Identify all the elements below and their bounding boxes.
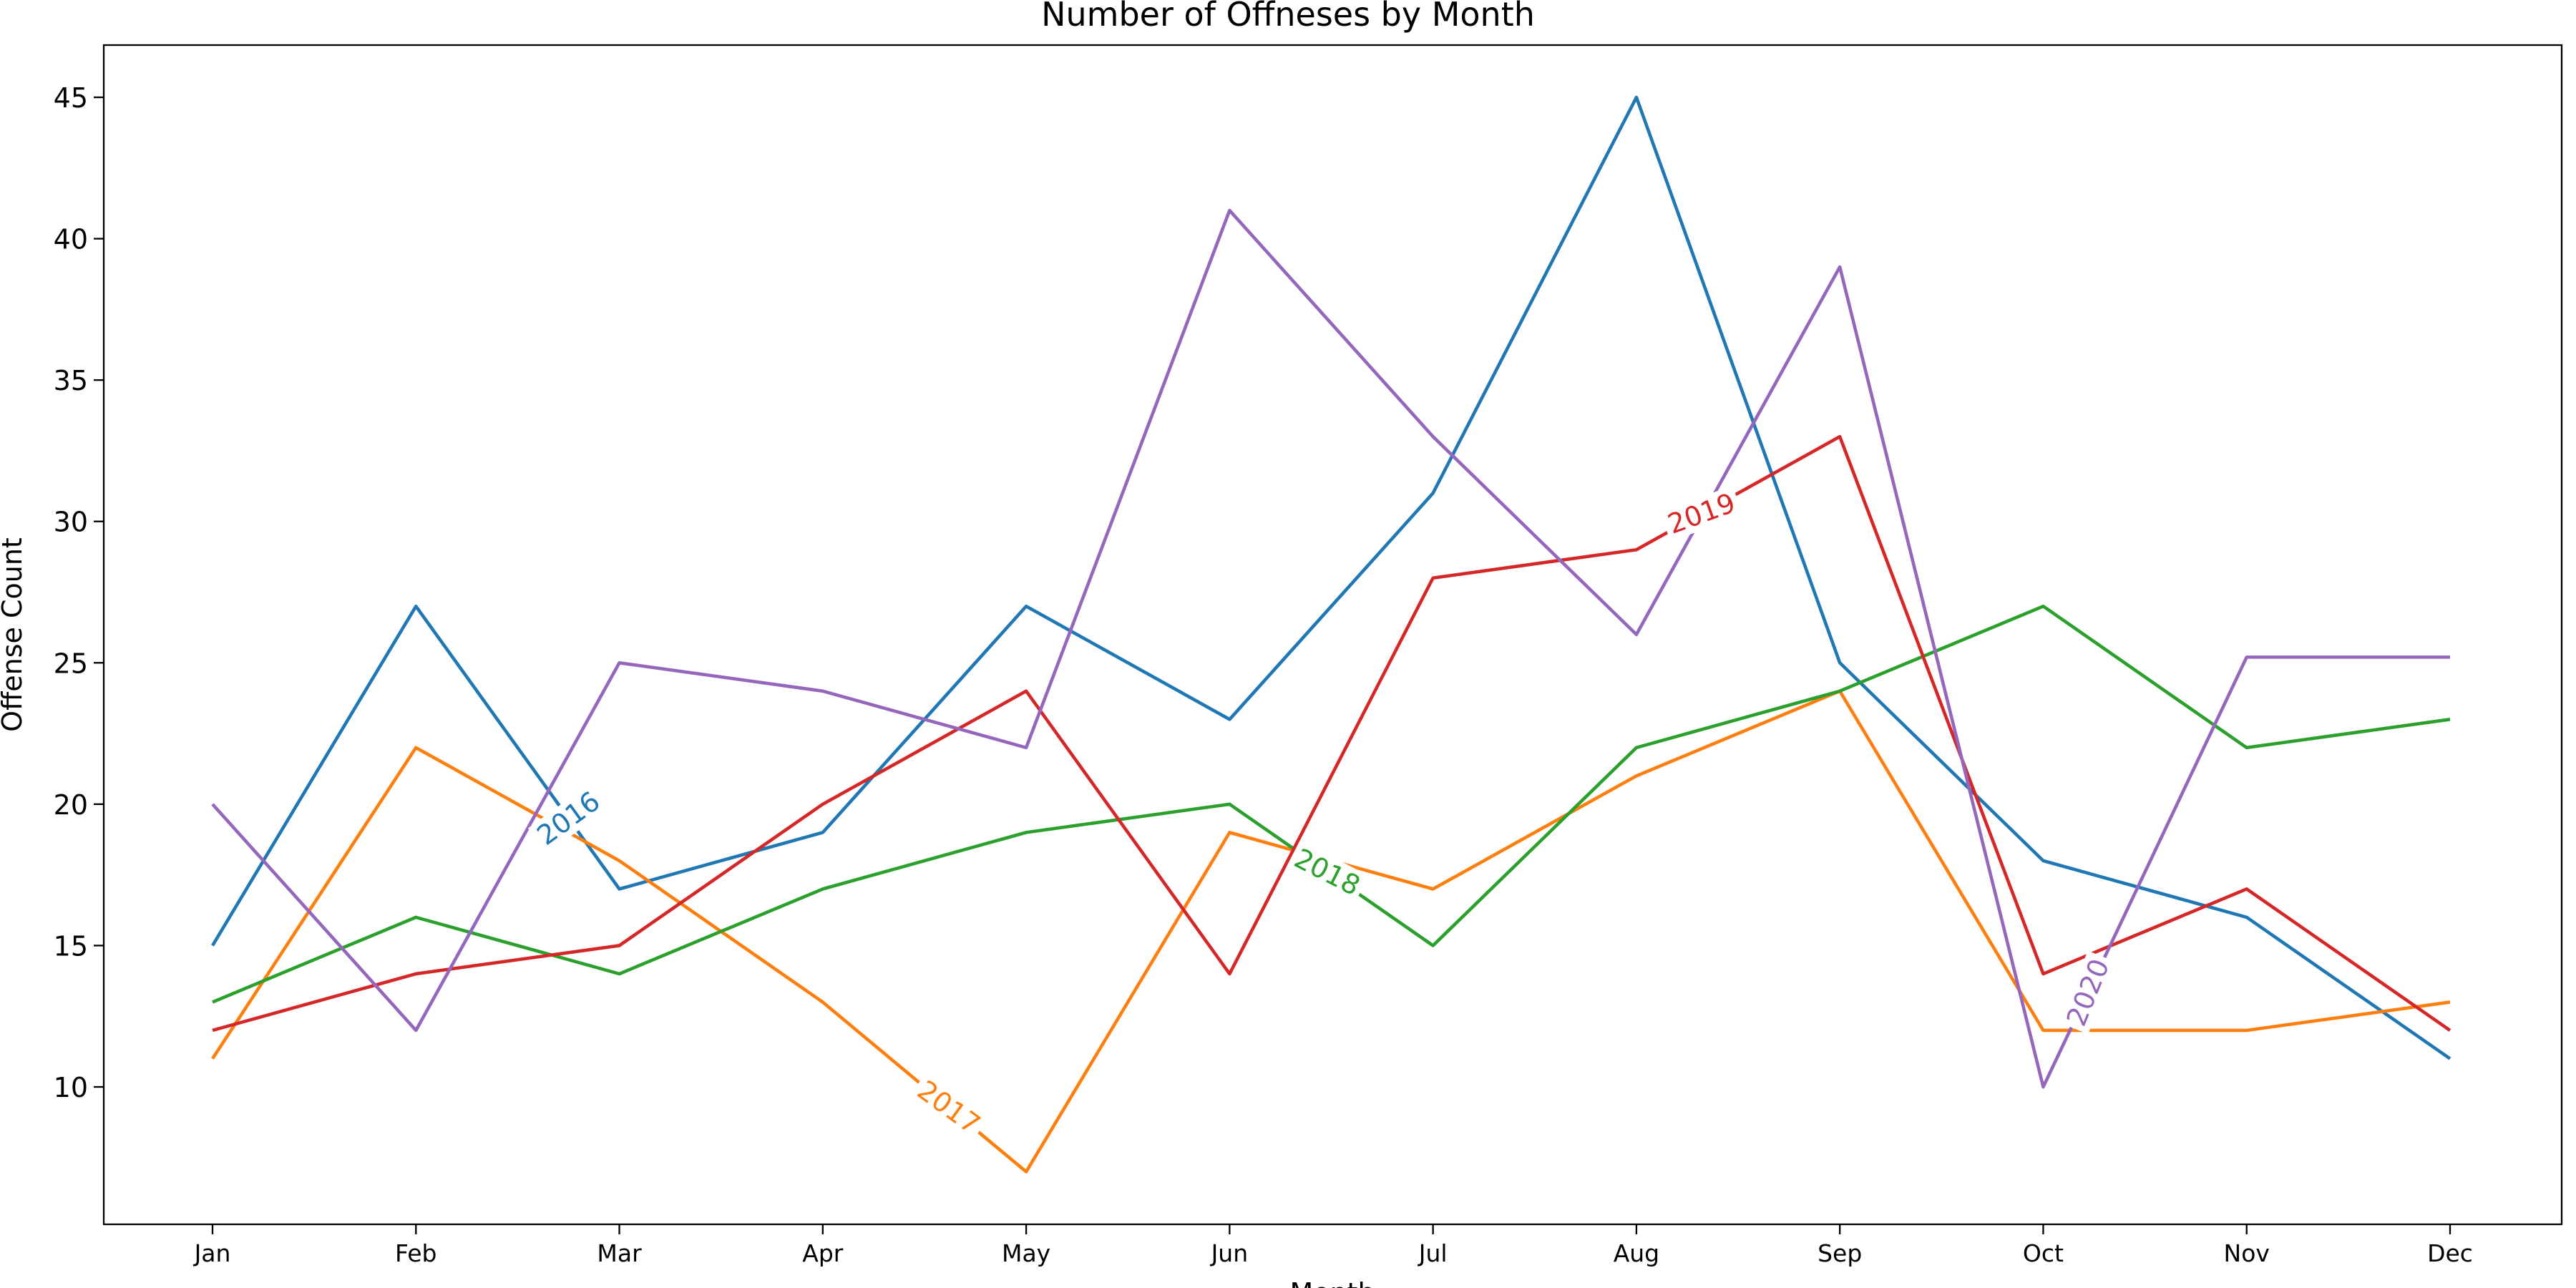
- y-tick-label: 15: [54, 930, 88, 962]
- y-axis: 10 15 20 25 30 35 40 45: [54, 82, 104, 1103]
- x-tick-label: Mar: [597, 1239, 642, 1267]
- x-axis-label: Month: [1289, 1277, 1375, 1288]
- series-label-background: [2059, 950, 2117, 1035]
- series-label-background: [908, 1071, 990, 1143]
- x-tick-label: Jul: [1418, 1239, 1448, 1267]
- y-tick-label: 40: [54, 224, 88, 255]
- y-tick-label: 30: [54, 507, 88, 538]
- x-tick-label: Oct: [2023, 1239, 2064, 1267]
- x-tick-label: Jan: [193, 1239, 231, 1267]
- plot-frame: [102, 44, 2563, 1226]
- y-tick-label: 25: [54, 648, 88, 679]
- series-label-text: 2020: [2060, 955, 2115, 1030]
- series-label-2019: 2019: [1659, 485, 1744, 542]
- x-tick-label: Jun: [1210, 1239, 1249, 1267]
- chart-title: Number of Offneses by Month: [1041, 0, 1535, 34]
- series-label-text: 2019: [1664, 487, 1740, 540]
- series-label-background: [527, 783, 610, 854]
- series-line-2019: [212, 434, 2451, 1033]
- series-label-2018: 2018: [1285, 840, 1369, 904]
- x-tick-label: Apr: [802, 1239, 844, 1267]
- series-line-2017: [211, 689, 2451, 1174]
- y-tick-label: 45: [54, 82, 88, 114]
- series-label-2017: 2017: [908, 1071, 990, 1143]
- series-lines: [211, 95, 2451, 1174]
- y-tick-label: 35: [54, 365, 88, 396]
- x-tick-label: Sep: [1818, 1239, 1862, 1267]
- y-axis-label: Offense Count: [0, 537, 28, 732]
- series-line-2016: [211, 95, 2451, 1060]
- y-tick-label: 10: [54, 1072, 88, 1103]
- series-label-background: [1659, 485, 1744, 542]
- x-tick-label: Dec: [2427, 1239, 2473, 1267]
- y-tick-label: 20: [54, 789, 88, 821]
- series-label-background: [1285, 840, 1369, 904]
- x-tick-label: Aug: [1614, 1239, 1659, 1267]
- x-tick-label: Nov: [2224, 1239, 2270, 1267]
- x-tick-label: Feb: [395, 1239, 436, 1267]
- x-tick-label: May: [1002, 1239, 1050, 1267]
- x-axis: Jan Feb Mar Apr May Jun Jul Aug Sep Oct Nov Dec: [193, 1224, 2473, 1267]
- series-label-text: 2018: [1289, 842, 1365, 902]
